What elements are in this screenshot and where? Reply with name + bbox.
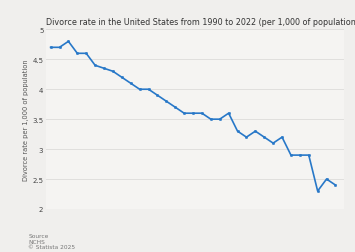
Y-axis label: Divorce rate per 1,000 of population: Divorce rate per 1,000 of population — [23, 59, 29, 180]
Text: Divorce rate in the United States from 1990 to 2022 (per 1,000 of population): Divorce rate in the United States from 1… — [46, 18, 355, 27]
Text: Source
NCHS
© Statista 2025: Source NCHS © Statista 2025 — [28, 233, 76, 249]
